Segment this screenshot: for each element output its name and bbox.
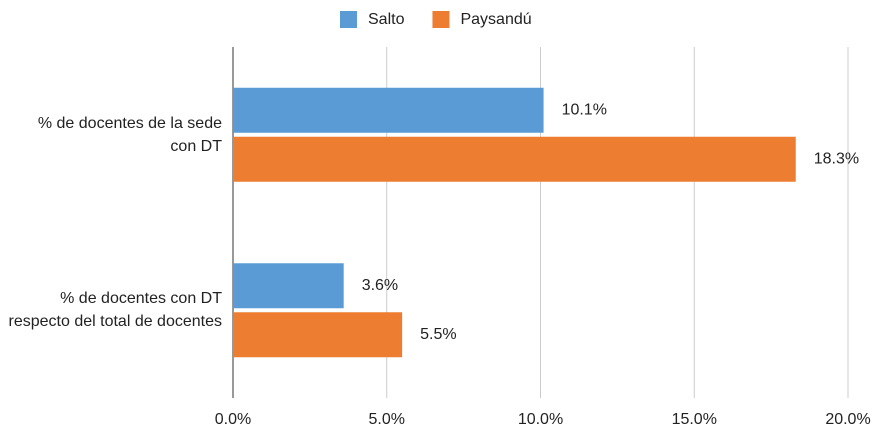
category-label: % de docentes con DT respecto del total … (8, 290, 222, 331)
value-label: 18.3% (814, 150, 859, 167)
legend-swatch (340, 11, 357, 28)
bar (233, 87, 544, 133)
x-tick-label: 0.0% (215, 411, 251, 428)
bar (233, 136, 796, 182)
value-label: 3.6% (362, 277, 398, 294)
legend-swatch (432, 11, 450, 28)
x-tick-label: 5.0% (369, 411, 405, 428)
x-tick-label: 15.0% (672, 411, 717, 428)
x-tick-label: 10.0% (518, 411, 563, 428)
bar (233, 263, 344, 309)
legend-label: Salto (368, 11, 405, 28)
bar (233, 312, 403, 358)
value-label: 5.5% (420, 326, 456, 343)
x-tick-label: 20.0% (825, 411, 870, 428)
category-label: % de docentes de la sede con DT (37, 114, 222, 155)
legend-label: Paysandú (460, 11, 531, 28)
value-label: 10.1% (562, 101, 607, 118)
